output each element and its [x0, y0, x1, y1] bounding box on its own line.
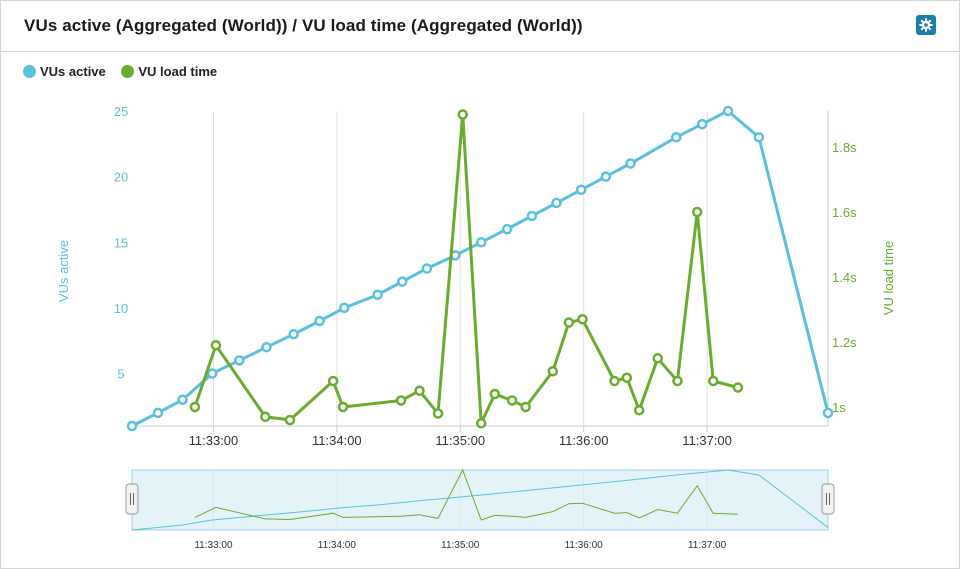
legend-item-vu-load-time[interactable]: VU load time: [121, 64, 217, 79]
vu-load-time-data-point: [210, 340, 222, 351]
vu-load-time-data-point: [457, 109, 468, 120]
x-tick-label: 11:35:00: [435, 433, 485, 448]
vus-active-data-point: [822, 407, 834, 419]
legend-marker: [121, 65, 135, 78]
navigator-load-line: [194, 468, 738, 521]
vu-load-time-data-point: [547, 366, 559, 377]
vu-load-time-data-point: [489, 388, 501, 400]
vu-load-time-data-point: [577, 314, 588, 325]
vus-active-data-point: [288, 328, 299, 340]
vus-active-data-point: [670, 132, 682, 143]
x-tick-label: 11:37:00: [682, 433, 732, 448]
y-right-tick-label: 1s: [832, 400, 846, 415]
vu-load-time-series-line: [193, 113, 739, 425]
vu-load-time-data-point: [506, 395, 518, 406]
vu-load-time-data-point: [327, 375, 339, 387]
handle-body: [125, 483, 139, 515]
legend-label: VUs active: [40, 64, 106, 79]
vu-load-time-data-point: [609, 375, 620, 387]
y-left-tick-label: 5: [117, 367, 124, 382]
settings-button[interactable]: [916, 15, 936, 35]
vu-load-time-data-point: [563, 317, 575, 328]
navigator-x-tick-label: 11:34:00: [318, 540, 357, 551]
chart-title: VUs active (Aggregated (World)) / VU loa…: [24, 16, 583, 35]
navigator-x-tick-label: 11:36:00: [565, 540, 604, 551]
vus-active-data-point: [152, 407, 164, 419]
vus-active-data-point: [421, 263, 433, 274]
vus-active-data-point: [551, 197, 562, 209]
vu-load-time-data-point: [475, 418, 487, 429]
legend-item-vus-active[interactable]: VUs active: [23, 64, 106, 79]
vus-active-data-point: [475, 237, 487, 248]
x-tick-label: 11:33:00: [189, 433, 239, 448]
y-right-tick-label: 1.4s: [832, 270, 857, 285]
vu-load-time-data-point: [672, 375, 683, 387]
y-left-tick-label: 10: [114, 301, 128, 316]
vu-load-time-data-point: [432, 408, 444, 419]
vus-active-data-point: [722, 105, 734, 117]
vus-active-data-point: [575, 184, 587, 195]
y-left-tick-label: 20: [114, 170, 128, 185]
x-tick-label: 11:36:00: [559, 433, 609, 448]
vus-active-data-point: [501, 223, 513, 235]
vus-active-data-point: [177, 394, 188, 405]
vu-load-time-data-point: [337, 401, 349, 413]
navigator-range: [131, 469, 829, 531]
navigator-vus-line: [131, 469, 829, 531]
y-right-tick-label: 1.6s: [832, 205, 857, 220]
x-tick-label: 11:34:00: [312, 433, 362, 448]
vu-load-time-data-point: [260, 411, 271, 422]
legend-label: VU load time: [138, 64, 218, 79]
y-left-tick-label: 25: [114, 104, 128, 119]
vus-active-data-point: [126, 420, 138, 432]
y-right-axis-title: VU load time: [881, 241, 896, 315]
vu-load-time-data-point: [691, 206, 703, 218]
navigator-x-tick-label: 11:33:00: [194, 540, 233, 551]
navigator-left-handle[interactable]: [125, 483, 139, 515]
vus-active-data-point: [753, 132, 765, 143]
vu-load-time-data-point: [621, 372, 633, 383]
vus-active-data-point: [397, 276, 408, 287]
vu-load-time-data-point: [652, 353, 663, 364]
vu-load-time-data-point: [395, 395, 407, 406]
vus-active-data-point: [696, 118, 708, 130]
vu-load-time-data-point: [707, 375, 719, 387]
gear-icon: [919, 18, 933, 32]
vus-active-data-point: [314, 315, 325, 327]
vus-active-data-point: [600, 171, 612, 182]
vus-active-data-point: [625, 158, 636, 169]
navigator-right-handle[interactable]: [821, 483, 835, 515]
y-left-tick-label: 15: [114, 235, 128, 250]
vu-load-time-data-point: [414, 385, 425, 396]
navigator-x-tick-label: 11:35:00: [441, 540, 480, 551]
vu-load-time-data-point: [633, 405, 645, 416]
vu-load-time-data-point: [520, 401, 531, 413]
panel-header: VUs active (Aggregated (World)) / VU loa…: [1, 1, 959, 52]
legend: VUs active VU load time: [23, 64, 229, 79]
vu-load-time-data-point: [284, 414, 296, 426]
y-left-axis-title: VUs active: [56, 240, 71, 302]
vus-active-data-point: [339, 302, 350, 314]
vus-active-data-point: [526, 210, 538, 222]
navigator-x-tick-label: 11:37:00: [688, 540, 727, 551]
legend-marker: [23, 65, 36, 78]
vus-active-data-point: [234, 355, 245, 366]
y-right-tick-label: 1.2s: [832, 335, 857, 350]
vu-load-time-data-point: [189, 401, 201, 413]
vus-active-data-point: [206, 368, 218, 379]
y-right-tick-label: 1.8s: [832, 140, 857, 155]
vus-active-data-point: [261, 342, 272, 353]
vus-active-data-point: [372, 289, 383, 300]
vu-load-time-data-point: [732, 382, 744, 393]
handle-body: [821, 483, 835, 515]
